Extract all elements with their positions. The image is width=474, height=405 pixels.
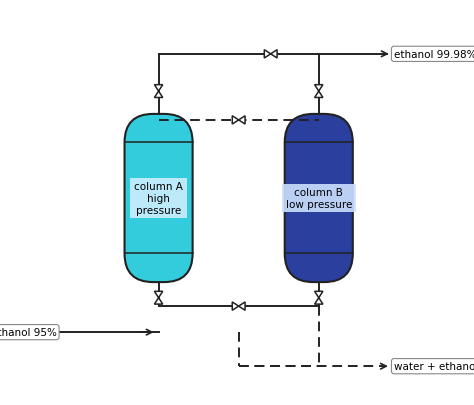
Polygon shape: [315, 85, 323, 92]
Text: column A
high
pressure: column A high pressure: [134, 182, 183, 215]
Text: water + ethanol: water + ethanol: [394, 361, 474, 371]
FancyBboxPatch shape: [125, 115, 192, 282]
Polygon shape: [239, 302, 245, 311]
FancyBboxPatch shape: [285, 115, 353, 282]
Polygon shape: [315, 92, 323, 98]
Polygon shape: [155, 292, 163, 298]
Polygon shape: [315, 298, 323, 305]
Polygon shape: [232, 302, 239, 311]
Text: ethanol 95%: ethanol 95%: [0, 327, 56, 337]
Polygon shape: [155, 92, 163, 98]
Polygon shape: [155, 298, 163, 305]
Polygon shape: [264, 51, 271, 59]
Polygon shape: [239, 117, 245, 125]
Polygon shape: [232, 117, 239, 125]
Polygon shape: [155, 85, 163, 92]
Text: column B
low pressure: column B low pressure: [285, 188, 352, 209]
Polygon shape: [315, 292, 323, 298]
Polygon shape: [271, 51, 277, 59]
Text: ethanol 99.98%: ethanol 99.98%: [394, 50, 474, 60]
